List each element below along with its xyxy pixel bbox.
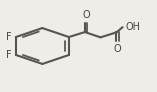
Text: O: O (114, 44, 122, 54)
Text: F: F (6, 50, 12, 60)
Text: F: F (6, 32, 12, 42)
Text: O: O (82, 10, 90, 21)
Text: OH: OH (125, 22, 141, 32)
